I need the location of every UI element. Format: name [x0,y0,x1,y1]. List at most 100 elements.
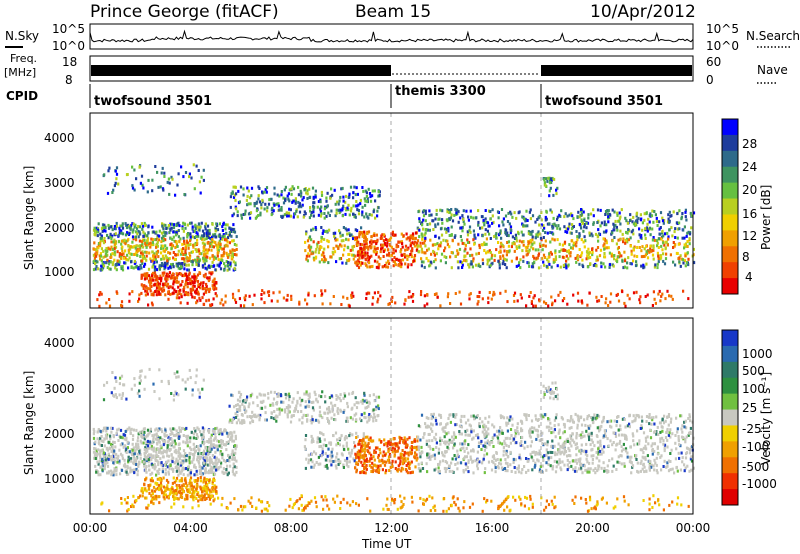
power-cell [246,203,249,207]
power-cell [118,260,121,264]
velocity-cell [181,468,184,472]
velocity-cell [225,448,228,452]
velocity-cell [208,480,211,484]
power-cell [324,289,327,293]
velocity-cell [93,456,96,460]
power-cbar-color-step [722,198,738,215]
velocity-cell [115,456,118,460]
power-cell [184,281,188,285]
power-cell [490,297,493,301]
velocity-cell [175,465,178,469]
power-cell [169,292,172,296]
power-cell [292,215,295,219]
power-cell [364,253,367,257]
power-cell [283,213,286,217]
velocity-cell [360,400,363,404]
power-cell [162,239,165,243]
velocity-cell [158,450,161,454]
power-cell [263,207,266,211]
velocity-cell [170,453,173,457]
power-cell [188,251,191,255]
velocity-cell [197,427,200,431]
power-cell [645,211,648,215]
power-cell [673,230,676,234]
power-cell [493,258,496,262]
power-cell [647,217,650,221]
power-cell [449,210,452,214]
power-cbar-tick-12: 12 [742,229,757,243]
power-cell [599,224,602,228]
velocity-cell [96,470,99,474]
power-cell [428,264,431,268]
power-cell [121,232,125,236]
power-cell [306,302,309,306]
power-cell [173,277,177,281]
power-cell [566,214,569,218]
power-cell [92,228,96,232]
velocity-cell [318,405,321,409]
velocity-cell [115,473,118,477]
velocity-cell [225,470,228,474]
power-cell [117,182,120,186]
power-cell [524,245,527,249]
velocity-cell [199,498,202,502]
power-cell [668,228,671,232]
power-cell [355,204,358,208]
power-cell [288,214,291,218]
power-cell [156,278,159,282]
power-cell [134,246,137,250]
power-cell [419,241,422,245]
power-cell [598,254,602,258]
power-cell [361,205,364,209]
velocity-cell [167,439,170,443]
power-cell [537,248,540,252]
power-cell [326,239,329,243]
velocity-cell [109,436,112,440]
power-cell [589,263,592,266]
velocity-cell [193,479,196,483]
power-cell [310,228,313,232]
velocity-cell [204,452,207,456]
power-cell [231,190,234,194]
power-cell [189,239,192,243]
power-cell [288,199,291,203]
velocity-cell [145,465,148,468]
power-cell [150,281,153,285]
power-cell [604,213,607,216]
power-cell [618,217,621,221]
power-cell [444,246,447,250]
power-cell [620,208,623,212]
power-cell [203,243,206,247]
power-cell [147,267,151,271]
power-cell [208,228,211,232]
velocity-cell [168,492,172,496]
velocity-cell [166,444,169,448]
power-cell [102,249,105,253]
power-cell [656,262,659,266]
velocity-cell [267,396,270,400]
power-cell [394,249,397,253]
power-cell [202,256,205,260]
power-cell [308,248,312,252]
power-cell [359,242,362,246]
power-cell [550,181,553,184]
power-cell [128,224,131,228]
power-cell [145,245,148,249]
velocity-cell [367,400,371,404]
power-cell [607,304,610,307]
power-cell [183,239,186,243]
power-cell [441,218,444,222]
velocity-cell [270,411,273,415]
power-cell [561,243,564,247]
power-cell [382,250,385,253]
power-cell [495,232,498,236]
velocity-cell [94,464,97,468]
velocity-cell [147,458,150,462]
power-cell [461,241,464,245]
velocity-cell [144,451,147,454]
velocity-cell [228,404,231,408]
power-cell [144,256,147,260]
velocity-cell [150,445,153,448]
power-cell [533,294,536,298]
velocity-cell [291,400,294,404]
